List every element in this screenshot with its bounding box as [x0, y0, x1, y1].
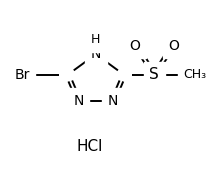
Text: HCl: HCl: [76, 139, 103, 154]
Text: O: O: [129, 39, 140, 53]
Text: Br: Br: [14, 68, 30, 82]
Text: CH₃: CH₃: [184, 68, 207, 81]
Text: N: N: [108, 93, 118, 107]
Text: O: O: [168, 39, 179, 53]
Text: N: N: [73, 93, 84, 107]
Text: N: N: [91, 47, 101, 61]
Text: H: H: [91, 33, 101, 46]
Text: S: S: [149, 67, 159, 82]
